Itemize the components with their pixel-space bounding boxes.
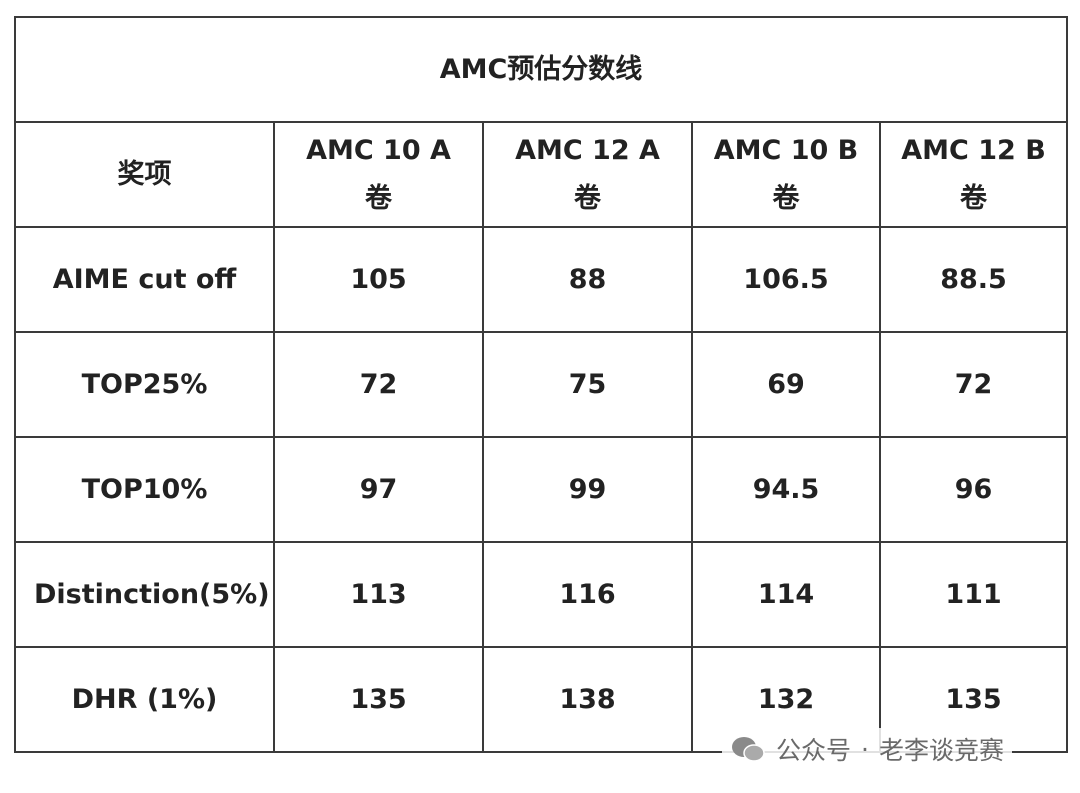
score-cell: 111	[878, 541, 1069, 648]
score-cell: 97	[273, 436, 484, 543]
row-label: DHR (1%)	[14, 646, 275, 753]
table-body: AMC预估分数线 奖项 AMC 10 A卷 AMC 12 A卷 AMC 10 B卷 AM…	[13, 16, 1069, 753]
watermark-separator: ·	[861, 734, 869, 764]
watermark: 公众号 · 老李谈竞赛	[722, 728, 1012, 770]
header-cell: AMC 10 B卷	[691, 121, 881, 228]
header-cell: 奖项	[14, 121, 275, 228]
score-cell: 116	[482, 541, 693, 648]
score-cell: 99	[482, 436, 693, 543]
score-cell: 96	[878, 436, 1069, 543]
score-cell: 113	[273, 541, 484, 648]
score-cell: 135	[273, 646, 484, 753]
score-cell: 94.5	[691, 436, 881, 543]
watermark-account-type: 公众号	[776, 736, 852, 765]
score-cell: 72	[273, 331, 484, 438]
title-row: AMC预估分数线	[13, 16, 1069, 123]
header-cell: AMC 10 A卷	[273, 121, 484, 228]
watermark-account-name: 老李谈竞赛	[878, 736, 1004, 765]
score-cell: 88	[482, 226, 693, 333]
row-label: Distinction(5%)	[14, 541, 275, 648]
table-title: AMC预估分数线	[13, 16, 1069, 123]
header-cell: AMC 12 B卷	[878, 121, 1069, 228]
score-cell: 69	[691, 331, 881, 438]
header-row: 奖项 AMC 10 A卷 AMC 12 A卷 AMC 10 B卷 AMC 12 B卷	[14, 121, 1069, 228]
score-cell: 75	[482, 331, 693, 438]
score-cell: 105	[273, 226, 484, 333]
data-row: AIME cut off 105 88 106.5 88.5	[14, 226, 1069, 333]
score-table: AMC预估分数线 奖项 AMC 10 A卷 AMC 12 A卷 AMC 10 B卷 AM…	[13, 16, 1069, 753]
data-row: Distinction(5%) 113 116 114 111	[14, 541, 1069, 648]
score-cell: 88.5	[878, 226, 1069, 333]
data-row: TOP10% 97 99 94.5 96	[14, 436, 1069, 543]
score-cell: 138	[482, 646, 693, 753]
header-cell: AMC 12 A卷	[482, 121, 693, 228]
score-cell: 114	[691, 541, 881, 648]
row-label: TOP10%	[14, 436, 275, 543]
score-cell: 72	[878, 331, 1069, 438]
row-label: AIME cut off	[14, 226, 275, 333]
wechat-icon	[732, 737, 765, 762]
score-cell: 106.5	[691, 226, 881, 333]
row-label: TOP25%	[14, 331, 275, 438]
data-row: TOP25% 72 75 69 72	[14, 331, 1069, 438]
